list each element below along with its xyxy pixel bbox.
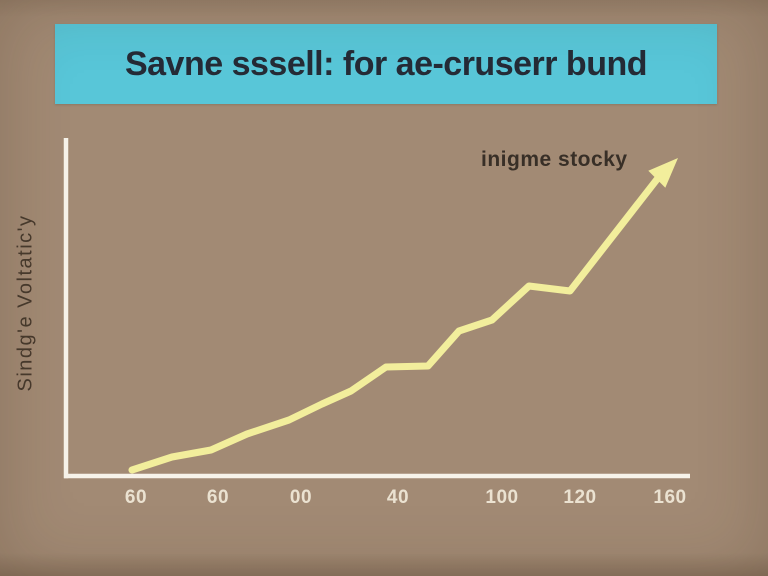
x-axis-line xyxy=(64,473,690,479)
title-banner: Savne sssell: for ae-cruserr bund xyxy=(55,24,717,104)
chart-title: Savne sssell: for ae-cruserr bund xyxy=(124,44,648,83)
x-tick-label: 40 xyxy=(386,487,410,508)
x-tick-label: 120 xyxy=(563,487,597,508)
arrow-head-icon xyxy=(648,158,678,188)
x-tick-label: 00 xyxy=(289,487,313,508)
x-tick-label: 160 xyxy=(653,487,687,508)
y-axis-line xyxy=(63,138,69,479)
x-tick-label: 100 xyxy=(485,487,519,508)
trend-annotation: inigme stocky xyxy=(481,148,628,171)
x-tick-label: 60 xyxy=(206,487,230,508)
x-tick-label: 60 xyxy=(124,487,148,508)
trend-line xyxy=(128,174,662,474)
